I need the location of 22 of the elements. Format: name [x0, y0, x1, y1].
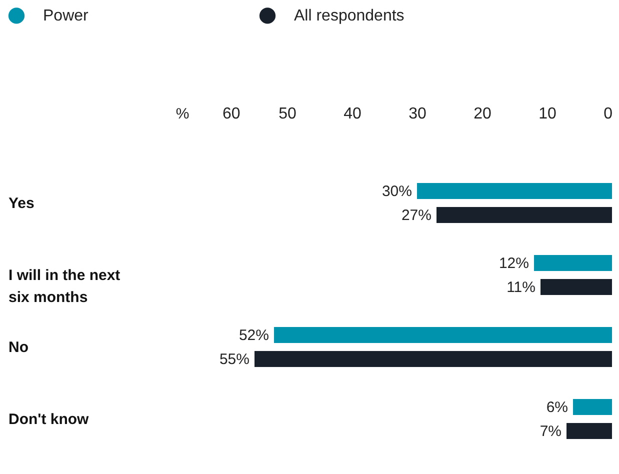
legend-label: All respondents: [294, 8, 404, 25]
x-tick-label: 30: [408, 106, 426, 122]
y-tick-label: Yes: [8, 195, 34, 212]
data-label: 6%: [546, 398, 568, 416]
x-tick-label: 60: [222, 106, 240, 122]
legend-label: Power: [43, 8, 90, 25]
data-label: 12%: [498, 254, 529, 272]
data-label: 52%: [238, 326, 269, 344]
y-tick-label: I will in the next six months: [8, 267, 120, 306]
x-tick-label: 20: [474, 106, 492, 122]
data-label: 7%: [540, 423, 562, 440]
x-tick-label: 50: [278, 106, 296, 122]
data-label: 11%: [506, 279, 536, 296]
data-label: 55%: [219, 351, 250, 368]
x-tick-label: 0: [604, 106, 613, 122]
x-tick-label: 10: [538, 106, 556, 122]
data-label: 27%: [401, 207, 432, 224]
y-tick-label: No: [8, 339, 28, 356]
data-label: 30%: [382, 182, 412, 200]
x-tick-label: 40: [344, 106, 362, 122]
x-axis-title: %: [176, 106, 190, 122]
y-tick-label: Don't know: [8, 411, 90, 428]
